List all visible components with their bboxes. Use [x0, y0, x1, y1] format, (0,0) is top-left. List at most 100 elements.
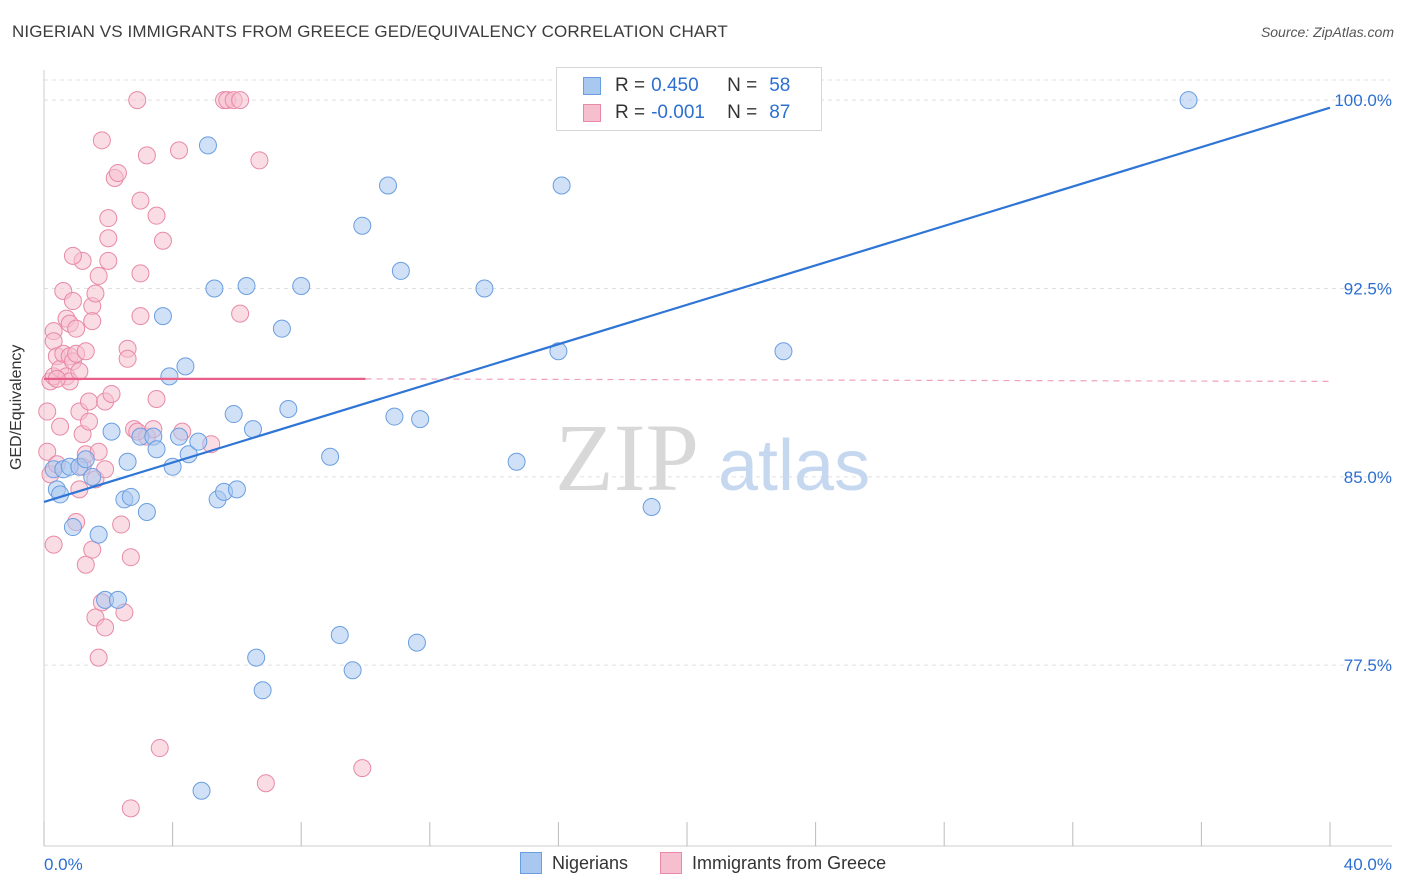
- data-point-nigerians: [475, 279, 494, 298]
- legend-swatch-blue: [520, 852, 542, 874]
- bottom-legend-nigerians[interactable]: Nigerians: [520, 852, 628, 874]
- data-point-greece: [99, 229, 118, 248]
- legend-swatch-blue: [583, 77, 601, 95]
- legend-r-value: -0.001: [651, 102, 705, 123]
- data-point-nigerians: [227, 480, 246, 499]
- data-point-nigerians: [321, 447, 340, 466]
- data-point-greece: [231, 304, 250, 323]
- tick-labels: 77.5% 85.0% 92.5% 100.0% 0.0% 40.0%: [44, 91, 1392, 874]
- data-point-greece: [131, 191, 150, 210]
- data-point-greece: [112, 515, 131, 534]
- data-point-nigerians: [411, 410, 430, 429]
- data-point-greece: [92, 131, 111, 150]
- legend-row-nigerians: R = 0.450 N = 58: [583, 73, 790, 99]
- data-point-greece: [38, 402, 57, 421]
- legend-r-label: R =: [615, 102, 646, 123]
- data-point-nigerians: [121, 487, 140, 506]
- y-tick-label: 77.5%: [1344, 656, 1392, 675]
- legend-swatch-pink: [660, 852, 683, 874]
- data-point-greece: [121, 799, 140, 818]
- data-point-greece: [131, 264, 150, 283]
- data-point-greece: [63, 246, 82, 265]
- data-point-nigerians: [224, 405, 243, 424]
- legend-row-greece: R = -0.001 N = 87: [583, 100, 790, 126]
- data-point-greece: [83, 540, 102, 559]
- y-tick-label: 92.5%: [1344, 279, 1392, 298]
- data-point-greece: [51, 417, 70, 436]
- legend-swatch-pink: [583, 104, 601, 122]
- data-point-greece: [150, 739, 169, 758]
- data-point-greece: [121, 548, 140, 567]
- data-point-nigerians: [253, 681, 272, 700]
- data-point-greece: [76, 342, 95, 361]
- legend-n-label: N =: [727, 75, 758, 96]
- trend-line-nigerians: [43, 106, 1331, 503]
- data-point-nigerians: [774, 342, 793, 361]
- legend-box: R = 0.450 N = 58 R = -0.001 N = 87: [556, 67, 822, 131]
- data-point-nigerians: [272, 319, 291, 338]
- data-point-greece: [99, 209, 118, 228]
- data-point-nigerians: [391, 261, 410, 280]
- data-point-nigerians: [83, 467, 102, 486]
- data-point-greece: [231, 91, 250, 110]
- watermark-atlas: atlas: [718, 426, 870, 506]
- data-point-greece: [38, 442, 57, 461]
- data-point-nigerians: [552, 176, 571, 195]
- trend-lines: [43, 106, 1331, 503]
- data-point-nigerians: [507, 452, 526, 471]
- data-point-greece: [80, 392, 99, 411]
- data-point-greece: [108, 163, 127, 182]
- data-point-nigerians: [330, 626, 349, 645]
- data-point-nigerians: [102, 422, 121, 441]
- data-point-nigerians: [176, 357, 195, 376]
- series-nigerians-points: [44, 91, 1198, 800]
- data-point-nigerians: [205, 279, 224, 298]
- bottom-legend-greece[interactable]: Immigrants from Greece: [660, 852, 886, 874]
- data-point-greece: [118, 349, 137, 368]
- data-point-nigerians: [549, 342, 568, 361]
- x-tick-label: 0.0%: [44, 855, 83, 874]
- data-point-nigerians: [137, 502, 156, 521]
- gridlines: [44, 79, 1390, 666]
- data-point-greece: [147, 389, 166, 408]
- data-point-greece: [137, 146, 156, 165]
- source-label: Source: ZipAtlas.com: [1260, 24, 1394, 40]
- data-point-greece: [70, 362, 89, 381]
- bottom-legend: Nigerians Immigrants from Greece: [520, 852, 918, 874]
- data-point-greece: [63, 292, 82, 311]
- y-tick-label: 85.0%: [1344, 468, 1392, 487]
- data-point-greece: [131, 307, 150, 326]
- data-point-greece: [256, 774, 275, 793]
- y-axis-label: GED/Equivalency: [8, 344, 25, 470]
- legend-r-label: R =: [615, 75, 646, 96]
- data-point-nigerians: [163, 457, 182, 476]
- data-point-greece: [153, 231, 172, 250]
- watermark: ZIP atlas: [555, 404, 870, 511]
- legend-n-label: N =: [727, 102, 758, 123]
- data-point-nigerians: [343, 661, 362, 680]
- legend-label-nigerians: Nigerians: [552, 852, 629, 873]
- y-tick-label: 100.0%: [1334, 91, 1392, 110]
- data-point-greece: [89, 266, 108, 285]
- data-point-greece: [67, 319, 86, 338]
- chart-title: NIGERIAN VS IMMIGRANTS FROM GREECE GED/E…: [12, 22, 728, 41]
- data-point-nigerians: [89, 525, 108, 544]
- data-point-nigerians: [1179, 91, 1198, 110]
- data-point-nigerians: [279, 400, 298, 419]
- data-point-nigerians: [247, 648, 266, 667]
- data-point-nigerians: [147, 440, 166, 459]
- data-point-nigerians: [237, 276, 256, 295]
- legend-label-greece: Immigrants from Greece: [692, 852, 887, 873]
- data-point-nigerians: [118, 452, 137, 471]
- legend-n-value: 87: [769, 102, 791, 123]
- data-point-greece: [99, 251, 118, 270]
- data-point-nigerians: [153, 307, 172, 326]
- data-point-greece: [96, 618, 115, 637]
- trend-line-greece-extension: [365, 378, 1331, 383]
- data-point-nigerians: [170, 427, 189, 446]
- data-point-nigerians: [198, 136, 217, 155]
- data-point-greece: [80, 412, 99, 431]
- data-point-greece: [128, 91, 147, 110]
- data-point-greece: [353, 759, 372, 778]
